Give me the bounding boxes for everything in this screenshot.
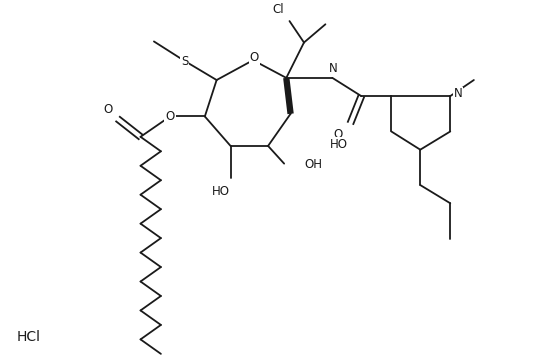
Text: O: O (165, 110, 175, 123)
Text: O: O (103, 103, 113, 116)
Text: HCl: HCl (16, 330, 40, 344)
Text: HO: HO (211, 185, 229, 197)
Text: S: S (181, 55, 188, 68)
Text: HO: HO (330, 138, 348, 151)
Text: N: N (329, 62, 338, 75)
Text: O: O (249, 51, 259, 64)
Text: N: N (453, 88, 462, 101)
Text: Cl: Cl (272, 3, 284, 16)
Text: OH: OH (305, 158, 322, 171)
Text: O: O (333, 128, 343, 141)
